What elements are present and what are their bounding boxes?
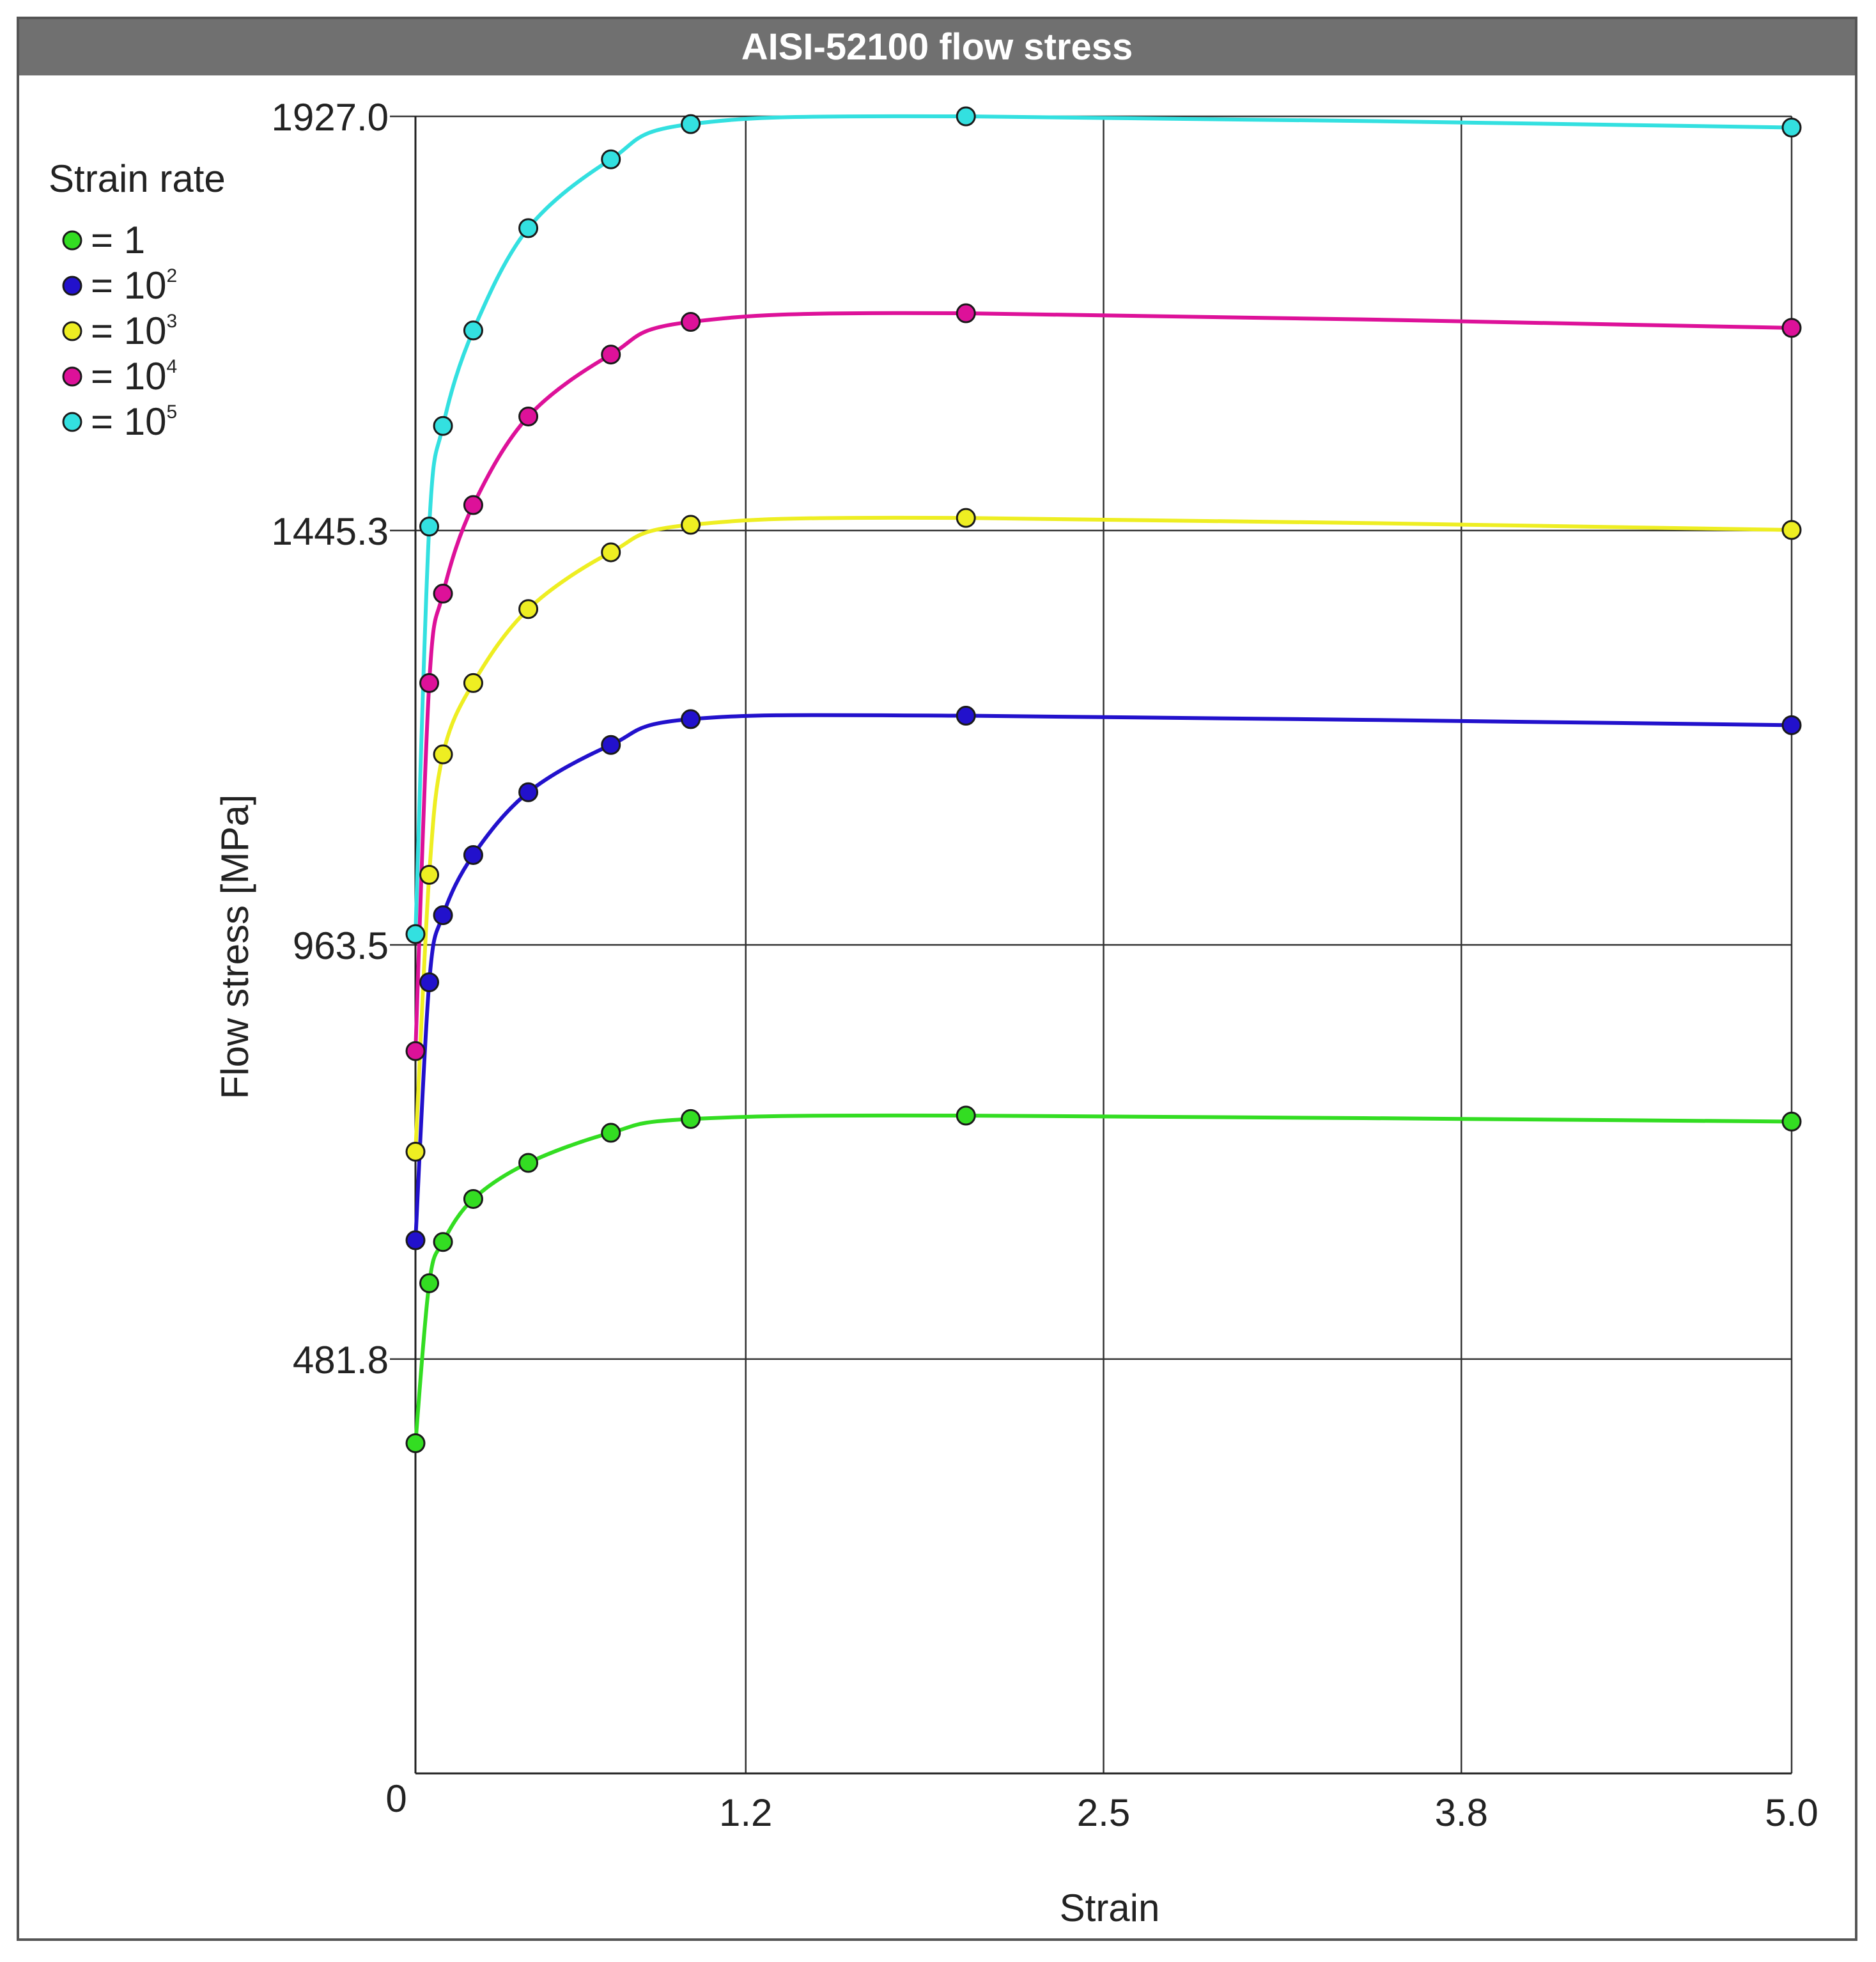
legend-entry-prefix: = <box>91 219 124 261</box>
data-point <box>433 416 453 436</box>
data-point <box>518 1153 539 1173</box>
legend-entry-label: = 105 <box>91 400 177 443</box>
data-point <box>433 905 453 926</box>
legend-entry-prefix: = <box>91 400 124 443</box>
legend-entry-base: 10 <box>124 400 167 443</box>
data-point <box>956 303 976 323</box>
legend-marker <box>62 321 82 341</box>
data-point <box>956 508 976 528</box>
chart-title: AISI-52100 flow stress <box>19 19 1855 75</box>
series-line-2 <box>414 515 1792 1152</box>
data-point <box>601 735 621 755</box>
data-point <box>1781 318 1802 338</box>
y-tick-label: 1927.0 <box>271 96 389 139</box>
data-point <box>405 1230 426 1250</box>
axes: 0 1.2 2.5 3.8 5.0 481.8 963.5 1445.3 1927.0 <box>271 96 1818 1834</box>
data-point <box>419 673 440 693</box>
series-group <box>405 106 1802 1453</box>
data-point <box>601 542 621 563</box>
data-point <box>518 782 539 802</box>
data-point <box>681 311 701 332</box>
y-tick-label: 1445.3 <box>271 510 389 553</box>
x-tick-label: 1.2 <box>719 1791 772 1834</box>
chart-frame: AISI-52100 flow stress <box>17 17 1857 1941</box>
x-tick-label: 2.5 <box>1077 1791 1130 1834</box>
data-point <box>1781 715 1802 735</box>
data-point <box>518 218 539 238</box>
data-point <box>433 1232 453 1252</box>
grid-lines <box>390 115 1793 1773</box>
data-point <box>433 744 453 765</box>
legend-entry-prefix: = <box>91 309 124 352</box>
legend-marker <box>62 412 82 432</box>
x-tick-label: 3.8 <box>1435 1791 1488 1834</box>
series-line-0 <box>414 1113 1792 1444</box>
legend-entry-base: 1 <box>124 219 145 261</box>
legend-title: Strain rate <box>49 157 226 200</box>
data-point <box>956 106 976 127</box>
x-tick-label: 0 <box>385 1777 407 1820</box>
legend-entry-exponent: 3 <box>166 311 177 332</box>
data-point <box>463 845 483 865</box>
data-point <box>419 972 440 993</box>
legend-entry-label: = 102 <box>91 264 177 307</box>
legend-marker <box>62 230 82 251</box>
legend-entry-base: 10 <box>124 309 167 352</box>
data-point <box>405 1041 426 1061</box>
data-point <box>419 517 440 537</box>
legend-marker <box>62 276 82 296</box>
data-point <box>419 1273 440 1293</box>
data-point <box>956 1105 976 1126</box>
legend-entry-base: 10 <box>124 355 167 398</box>
legend-entry-label: = 104 <box>91 355 177 398</box>
data-point <box>463 1188 483 1209</box>
data-point <box>518 599 539 619</box>
legend-entry-prefix: = <box>91 264 124 307</box>
data-point <box>681 1109 701 1129</box>
data-point <box>601 1123 621 1143</box>
data-point <box>681 515 701 535</box>
data-point <box>463 320 483 341</box>
data-point <box>601 149 621 169</box>
y-tick-label: 963.5 <box>293 924 389 967</box>
legend-entry-exponent: 5 <box>166 401 177 423</box>
data-point <box>463 495 483 515</box>
data-point <box>463 673 483 693</box>
data-point <box>1781 1111 1802 1132</box>
legend-entry-label: = 1 <box>91 219 145 261</box>
x-axis-title: Strain <box>1060 1887 1160 1929</box>
legend-entry-prefix: = <box>91 355 124 398</box>
data-point <box>681 709 701 729</box>
legend-entry-base: 10 <box>124 264 167 307</box>
data-point <box>1781 117 1802 137</box>
legend-entry-exponent: 2 <box>166 265 177 286</box>
data-point <box>518 406 539 426</box>
legend-entry-exponent: 4 <box>166 356 177 377</box>
data-point <box>419 864 440 885</box>
data-point <box>405 924 426 944</box>
y-tick-label: 481.8 <box>293 1339 389 1382</box>
data-point <box>681 114 701 134</box>
legend-marker <box>62 366 82 387</box>
data-point <box>601 345 621 365</box>
data-point <box>405 1433 426 1453</box>
y-axis-title: Flow stress [MPa] <box>213 795 256 1100</box>
data-point <box>956 706 976 726</box>
x-tick-label: 5.0 <box>1765 1791 1818 1834</box>
data-point <box>1781 520 1802 540</box>
legend-entry-label: = 103 <box>91 309 177 352</box>
legend: Strain rate= 1= 102= 103= 104= 105 <box>49 157 226 443</box>
data-point <box>405 1141 426 1162</box>
data-point <box>433 584 453 604</box>
